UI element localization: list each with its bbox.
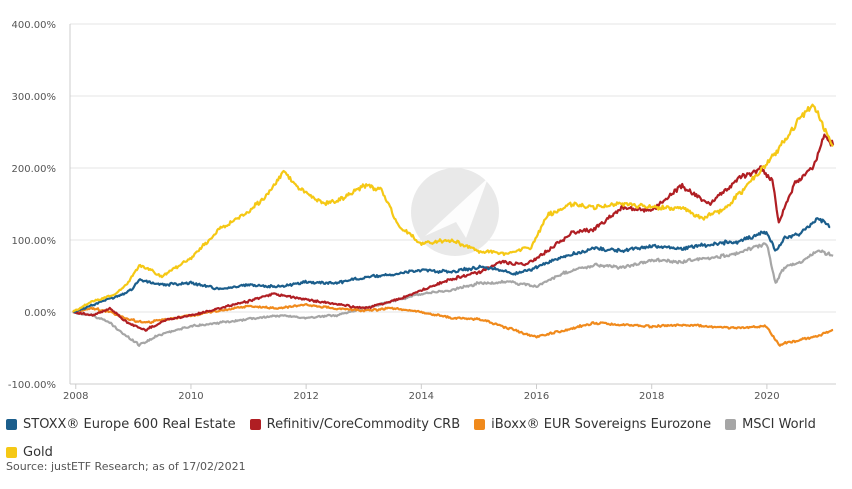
chart-svg: -100.00% 0.00% 100.00% 200.00% 300.00% 400.00… xyxy=(8,20,836,400)
legend-label: iBoxx® EUR Sovereigns Eurozone xyxy=(491,416,712,432)
chart-legend: STOXX® Europe 600 Real Estate Refinitiv/C… xyxy=(6,414,846,462)
x-tick-label: 2018 xyxy=(639,391,664,400)
legend-label: MSCI World xyxy=(742,416,816,432)
legend-swatch xyxy=(474,418,486,430)
legend-swatch xyxy=(725,418,737,430)
x-tick-label: 2020 xyxy=(754,391,779,400)
legend-swatch xyxy=(6,446,17,458)
y-tick-label: 200.00% xyxy=(12,164,57,175)
axis-layer: -100.00% 0.00% 100.00% 200.00% 300.00% 400.00… xyxy=(8,20,836,400)
y-tick-label: 300.00% xyxy=(12,92,57,103)
series-layer xyxy=(72,103,835,347)
legend-swatch xyxy=(249,418,261,430)
line-chart: -100.00% 0.00% 100.00% 200.00% 300.00% 400.00… xyxy=(8,20,836,400)
source-note: Source: justETF Research; as of 17/02/20… xyxy=(6,460,246,473)
legend-item[interactable]: Refinitiv/CoreCommodity CRB xyxy=(249,414,461,434)
series-line-0 xyxy=(72,217,831,314)
legend-item[interactable]: MSCI World xyxy=(725,414,816,434)
series-line-3 xyxy=(72,242,834,347)
series-line-1 xyxy=(72,133,835,332)
legend-item[interactable]: STOXX® Europe 600 Real Estate xyxy=(6,414,236,434)
legend-swatch xyxy=(6,418,17,430)
y-tick-label: 100.00% xyxy=(12,236,57,247)
legend-item[interactable]: Gold xyxy=(6,442,53,462)
watermark-logo xyxy=(411,168,499,256)
y-tick-label: 0.00% xyxy=(24,308,56,319)
legend-label: STOXX® Europe 600 Real Estate xyxy=(23,416,236,432)
series-line-2 xyxy=(72,303,834,347)
x-tick-label: 2010 xyxy=(178,391,203,400)
series-line-4 xyxy=(72,103,834,313)
y-tick-label: -100.00% xyxy=(8,380,56,391)
legend-label: Refinitiv/CoreCommodity CRB xyxy=(266,416,461,432)
y-tick-label: 400.00% xyxy=(12,20,57,31)
x-tick-label: 2014 xyxy=(409,391,434,400)
x-tick-label: 2012 xyxy=(293,391,318,400)
legend-label: Gold xyxy=(23,444,53,460)
x-tick-label: 2016 xyxy=(524,391,549,400)
legend-item[interactable]: iBoxx® EUR Sovereigns Eurozone xyxy=(474,414,711,434)
x-tick-label: 2008 xyxy=(63,391,88,400)
